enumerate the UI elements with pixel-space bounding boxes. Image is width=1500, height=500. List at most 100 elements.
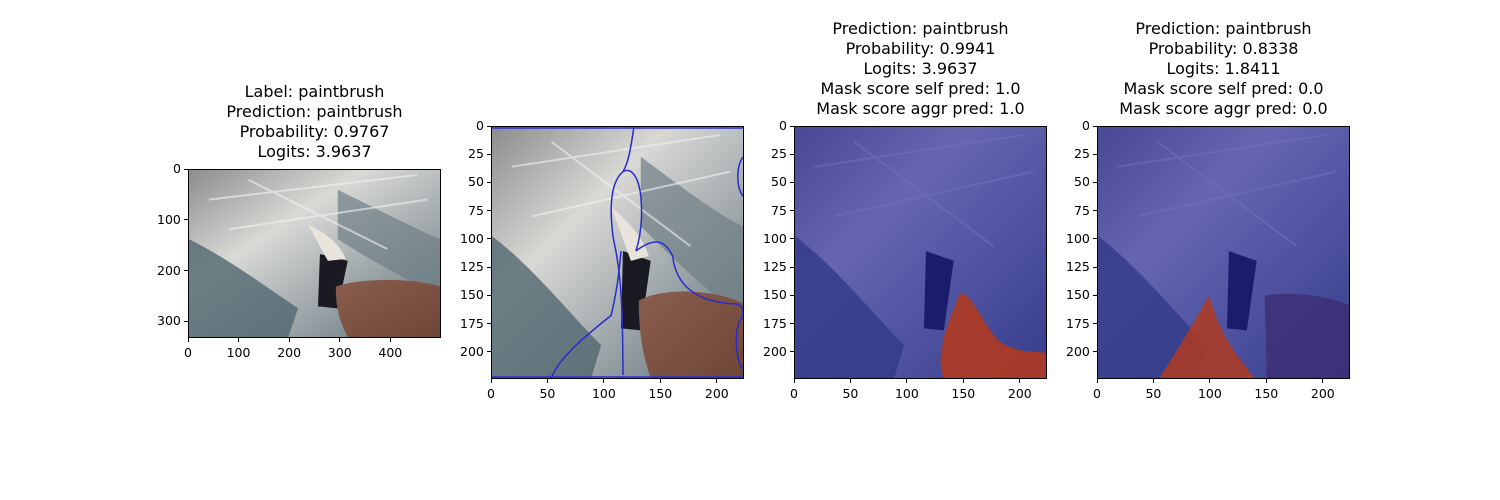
y-tick-label: 100 bbox=[763, 230, 787, 246]
y-tick-label: 125 bbox=[763, 259, 787, 275]
title-line-probability: Probability: 0.9941 bbox=[845, 39, 996, 58]
image-axes bbox=[794, 126, 1047, 379]
y-tick-mark bbox=[184, 270, 188, 271]
y-tick-mark bbox=[184, 168, 188, 170]
x-tick-label: 50 bbox=[1145, 386, 1162, 401]
y-tick-label: 150 bbox=[763, 287, 787, 303]
x-tick-mark bbox=[1152, 379, 1154, 383]
x-tick-label: 400 bbox=[378, 345, 403, 360]
y-tick-mark bbox=[790, 181, 794, 183]
x-tick-mark bbox=[962, 379, 964, 383]
x-tick-mark bbox=[546, 379, 548, 383]
x-tick-mark bbox=[389, 338, 391, 342]
blue-overlay bbox=[795, 127, 1046, 378]
title-line-label: Label: paintbrush bbox=[244, 82, 385, 101]
y-tick-mark bbox=[1093, 210, 1097, 212]
x-tick-label: 150 bbox=[648, 386, 673, 401]
photo-image bbox=[189, 170, 440, 337]
y-tick-label: 0 bbox=[173, 161, 181, 176]
title-line-logits: Logits: 1.8411 bbox=[1166, 59, 1281, 78]
y-tick-mark bbox=[487, 153, 491, 155]
y-tick-mark bbox=[1093, 294, 1097, 296]
y-tick-label: 0 bbox=[476, 118, 484, 133]
y-tick-mark bbox=[790, 323, 794, 325]
x-tick-mark bbox=[849, 379, 851, 383]
y-tick-mark bbox=[1093, 153, 1097, 155]
y-tick-label: 200 bbox=[1066, 343, 1090, 359]
x-tick-mark bbox=[716, 379, 718, 383]
image-axes bbox=[491, 126, 744, 379]
y-tick-mark bbox=[184, 219, 188, 221]
x-tick-mark bbox=[288, 338, 290, 342]
x-tick-label: 50 bbox=[539, 386, 556, 401]
title-line-prediction: Prediction: paintbrush bbox=[226, 102, 403, 121]
red-mask-region bbox=[940, 294, 1046, 378]
masked-image bbox=[1098, 127, 1349, 378]
y-tick-label: 100 bbox=[1066, 230, 1090, 246]
x-tick-label: 100 bbox=[894, 386, 919, 401]
y-tick-label: 25 bbox=[771, 146, 787, 162]
title-line-logits: Logits: 3.9637 bbox=[257, 142, 372, 161]
x-tick-label: 150 bbox=[1254, 386, 1279, 401]
y-tick-mark bbox=[184, 320, 188, 322]
y-tick-label: 175 bbox=[763, 315, 787, 331]
panel-title: Prediction: paintbrush Probability: 0.99… bbox=[794, 19, 1047, 119]
x-tick-label: 100 bbox=[591, 386, 616, 401]
x-tick-label: 150 bbox=[951, 386, 976, 401]
y-tick-label: 125 bbox=[1066, 259, 1090, 275]
y-tick-label: 300 bbox=[157, 313, 181, 329]
x-tick-label: 0 bbox=[184, 345, 192, 360]
y-tick-label: 50 bbox=[468, 174, 484, 190]
x-tick-label: 50 bbox=[842, 386, 859, 401]
y-tick-label: 100 bbox=[157, 211, 181, 227]
x-tick-label: 0 bbox=[487, 386, 495, 401]
y-tick-mark bbox=[1093, 266, 1097, 268]
panel-title: Prediction: paintbrush Probability: 0.83… bbox=[1097, 19, 1350, 119]
photo-image bbox=[492, 127, 743, 378]
y-tick-mark bbox=[487, 351, 491, 353]
y-tick-mark bbox=[487, 323, 491, 325]
x-tick-label: 100 bbox=[226, 345, 251, 360]
y-tick-mark bbox=[790, 351, 794, 353]
y-tick-mark bbox=[1093, 181, 1097, 183]
y-tick-mark bbox=[1093, 323, 1097, 325]
y-tick-mark bbox=[790, 238, 794, 240]
y-tick-mark bbox=[487, 125, 491, 127]
y-tick-label: 50 bbox=[1074, 174, 1090, 190]
y-tick-mark bbox=[1093, 238, 1097, 240]
y-tick-label: 25 bbox=[1074, 146, 1090, 162]
y-tick-mark bbox=[790, 266, 794, 268]
x-tick-label: 0 bbox=[1093, 386, 1101, 401]
y-tick-mark bbox=[487, 210, 491, 212]
x-tick-mark bbox=[906, 379, 908, 383]
image-axes bbox=[188, 169, 441, 338]
y-tick-label: 50 bbox=[771, 174, 787, 190]
y-tick-mark bbox=[790, 153, 794, 155]
y-tick-label: 150 bbox=[1066, 287, 1090, 303]
y-tick-label: 200 bbox=[157, 262, 181, 278]
x-tick-mark bbox=[339, 338, 341, 342]
x-tick-mark bbox=[659, 379, 661, 383]
x-tick-mark bbox=[1322, 379, 1324, 383]
segment-contours bbox=[492, 127, 743, 378]
y-tick-mark bbox=[790, 294, 794, 296]
y-tick-label: 0 bbox=[779, 118, 787, 133]
y-tick-mark bbox=[790, 125, 794, 127]
panel-title: Label: paintbrush Prediction: paintbrush… bbox=[188, 82, 441, 162]
y-tick-mark bbox=[1093, 125, 1097, 127]
y-tick-label: 200 bbox=[460, 343, 484, 359]
y-tick-label: 75 bbox=[771, 202, 787, 218]
y-tick-label: 150 bbox=[460, 287, 484, 303]
y-tick-mark bbox=[790, 210, 794, 212]
x-tick-label: 200 bbox=[1007, 386, 1032, 401]
y-tick-mark bbox=[487, 181, 491, 183]
title-line-probability: Probability: 0.9767 bbox=[239, 122, 390, 141]
image-axes bbox=[1097, 126, 1350, 379]
x-tick-mark bbox=[1265, 379, 1267, 383]
x-tick-label: 200 bbox=[704, 386, 729, 401]
y-tick-mark bbox=[487, 294, 491, 296]
title-line-mask-score-self: Mask score self pred: 1.0 bbox=[820, 79, 1021, 98]
y-tick-label: 75 bbox=[468, 202, 484, 218]
y-tick-label: 175 bbox=[1066, 315, 1090, 331]
y-tick-mark bbox=[1093, 351, 1097, 353]
